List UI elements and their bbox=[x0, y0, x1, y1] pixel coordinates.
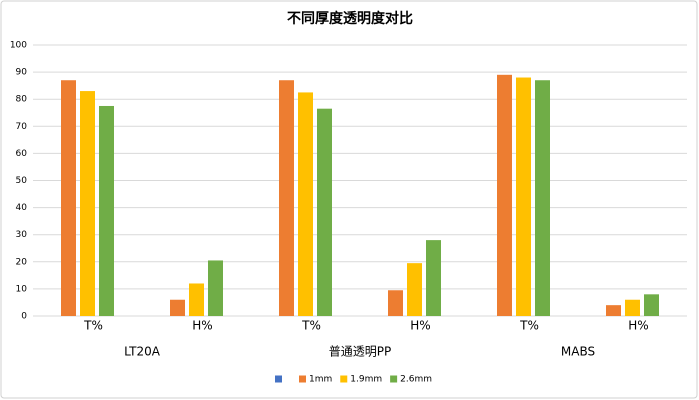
bar bbox=[189, 283, 204, 316]
y-tick-label: 90 bbox=[16, 68, 28, 78]
bar bbox=[497, 74, 512, 316]
x-tick-label: T% bbox=[301, 319, 321, 333]
y-tick-label: 0 bbox=[21, 312, 27, 322]
bar bbox=[279, 80, 294, 316]
bar bbox=[80, 91, 95, 316]
legend-label: 1.9mm bbox=[350, 375, 382, 385]
bar bbox=[606, 305, 621, 316]
bar bbox=[61, 80, 76, 316]
y-tick-label: 60 bbox=[16, 149, 28, 159]
group-label: 普通透明PP bbox=[329, 345, 391, 359]
y-tick-label: 20 bbox=[16, 257, 28, 267]
y-tick-label: 30 bbox=[16, 230, 28, 240]
y-tick-label: 70 bbox=[16, 122, 28, 132]
y-tick-label: 50 bbox=[16, 176, 28, 186]
bar bbox=[644, 294, 659, 316]
legend-marker bbox=[299, 375, 306, 383]
legend-marker bbox=[275, 375, 282, 383]
legend-marker bbox=[340, 375, 348, 383]
legend-label: 2.6mm bbox=[400, 375, 432, 385]
bar bbox=[208, 260, 223, 316]
y-tick-label: 40 bbox=[16, 203, 28, 213]
chart-title: 不同厚度透明度对比 bbox=[287, 10, 413, 27]
bar bbox=[298, 92, 313, 316]
legend-label: 1mm bbox=[309, 375, 332, 385]
group-label: LT20A bbox=[124, 345, 161, 359]
bar bbox=[388, 290, 403, 316]
y-tick-label: 100 bbox=[10, 41, 27, 51]
y-tick-label: 80 bbox=[16, 95, 28, 105]
bar bbox=[317, 108, 332, 316]
bar bbox=[170, 299, 185, 316]
x-tick-label: T% bbox=[519, 319, 539, 333]
group-label: MABS bbox=[561, 345, 595, 359]
bar bbox=[625, 299, 640, 316]
bar bbox=[99, 105, 114, 316]
x-tick-label: T% bbox=[83, 319, 103, 333]
bar bbox=[407, 263, 422, 316]
x-tick-label: H% bbox=[628, 319, 648, 333]
legend-marker bbox=[390, 375, 398, 383]
bar bbox=[535, 80, 550, 316]
y-tick-label: 10 bbox=[16, 284, 28, 294]
x-tick-label: H% bbox=[410, 319, 430, 333]
bar bbox=[516, 77, 531, 317]
bar bbox=[426, 240, 441, 316]
x-tick-label: H% bbox=[192, 319, 212, 333]
